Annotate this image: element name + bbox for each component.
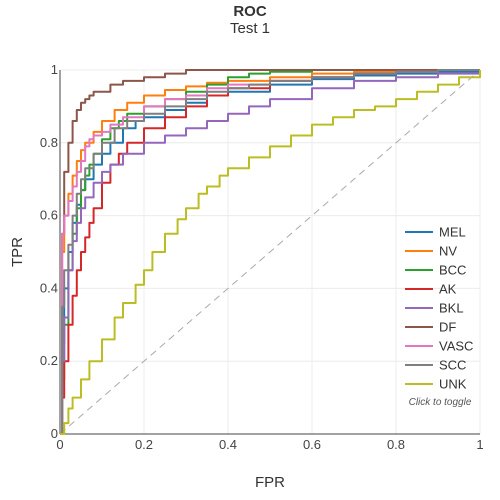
legend-item-mel[interactable]: MEL: [405, 225, 466, 240]
series-line-df: [60, 69, 480, 435]
series-layer: [60, 69, 481, 435]
y-tick-label: 0.4: [40, 280, 58, 295]
y-tick-label: 0.2: [40, 353, 58, 368]
legend-item-nv[interactable]: NV: [405, 244, 457, 259]
legend-label: MEL: [439, 225, 466, 240]
legend-label: VASC: [439, 339, 473, 354]
y-tick-label: 0.6: [40, 208, 58, 223]
x-tick-label: 0.4: [219, 437, 237, 452]
legend-label: SCC: [439, 358, 466, 373]
legend-item-ak[interactable]: AK: [405, 282, 457, 297]
y-tick-label: 0: [51, 426, 58, 441]
x-tick-label: 0: [56, 437, 63, 452]
chart-subtitle: Test 1: [230, 20, 270, 37]
legend-item-df[interactable]: DF: [405, 320, 456, 335]
legend-item-bkl[interactable]: BKL: [405, 301, 464, 316]
y-axis-label: TPR: [9, 237, 26, 267]
series-line-unk: [60, 70, 481, 435]
x-tick-label: 1: [476, 437, 483, 452]
x-tick-label: 0.2: [135, 437, 153, 452]
tick-labels: 0 0.2 0.4 0.6 0.8 1 0 0.2 0.4 0.6 0.8 1: [40, 62, 484, 452]
x-tick-label: 0.8: [387, 437, 405, 452]
legend-label: NV: [439, 244, 457, 259]
legend-label: AK: [439, 282, 457, 297]
x-axis-label: FPR: [255, 474, 285, 491]
series-line-bkl: [60, 70, 481, 435]
chart-title: ROC: [233, 3, 267, 20]
series-line-scc: [60, 69, 480, 435]
reference-diagonal: [59, 69, 481, 435]
legend-label: BKL: [439, 301, 464, 316]
y-tick-label: 1: [51, 62, 58, 77]
x-tick-label: 0.6: [303, 437, 321, 452]
axes: [59, 70, 480, 435]
legend-item-unk[interactable]: UNK: [405, 377, 467, 392]
legend-label: DF: [439, 320, 456, 335]
legend-item-vasc[interactable]: VASC: [405, 339, 473, 354]
legend-label: BCC: [439, 263, 466, 278]
legend-item-bcc[interactable]: BCC: [405, 263, 466, 278]
legend-item-scc[interactable]: SCC: [405, 358, 466, 373]
y-tick-label: 0.8: [40, 135, 58, 150]
legend-toggle-hint: Click to toggle: [409, 397, 472, 408]
legend-label: UNK: [439, 377, 467, 392]
legend[interactable]: MEL NV BCC AK BKL DF VASC SCC UNK Click to toggle: [405, 225, 473, 409]
